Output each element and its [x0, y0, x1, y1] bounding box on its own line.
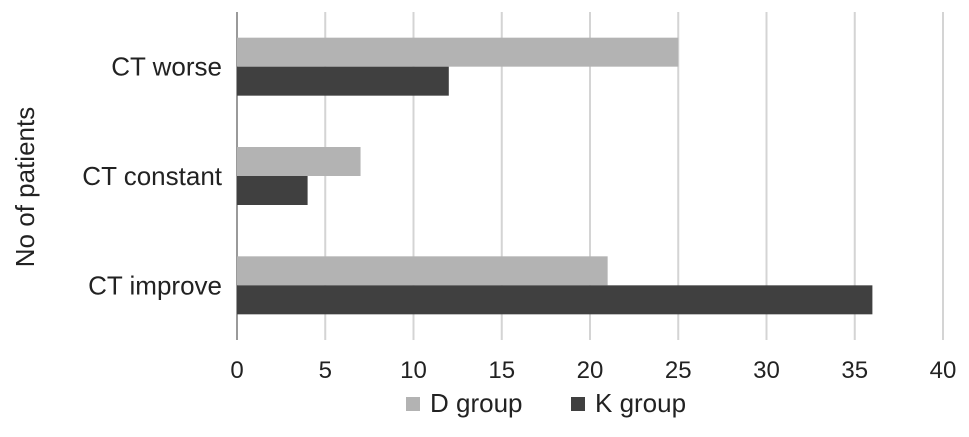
x-tick-label: 10 [400, 357, 427, 384]
x-tick-label: 25 [665, 357, 692, 384]
category-label: CT improve [88, 270, 222, 300]
bars [237, 37, 873, 315]
x-tick-label: 15 [488, 357, 515, 384]
bar-k-group [237, 66, 449, 96]
bar-d-group [237, 256, 608, 286]
legend-swatch [406, 397, 420, 411]
x-tick-label: 35 [841, 357, 868, 384]
x-tick-label: 40 [930, 357, 957, 384]
legend: D group K group [406, 388, 686, 418]
x-tick-label: 5 [319, 357, 332, 384]
legend-label: D group [430, 388, 523, 418]
category-label: CT worse [111, 52, 222, 82]
x-tick-label: 20 [577, 357, 604, 384]
category-labels: CT worse CT constant CT improve [82, 52, 222, 301]
x-tick-label: 0 [230, 357, 243, 384]
legend-swatch [571, 397, 585, 411]
bar-k-group [237, 176, 308, 205]
bar-d-group [237, 147, 361, 176]
category-label: CT constant [82, 161, 222, 191]
bar-k-group [237, 285, 873, 315]
x-tick-label: 30 [753, 357, 780, 384]
y-axis-title: No of patients [10, 107, 40, 267]
bar-d-group [237, 37, 679, 67]
x-tick-labels: 0 5 10 15 20 25 30 35 40 [230, 357, 956, 384]
legend-label: K group [595, 388, 686, 418]
